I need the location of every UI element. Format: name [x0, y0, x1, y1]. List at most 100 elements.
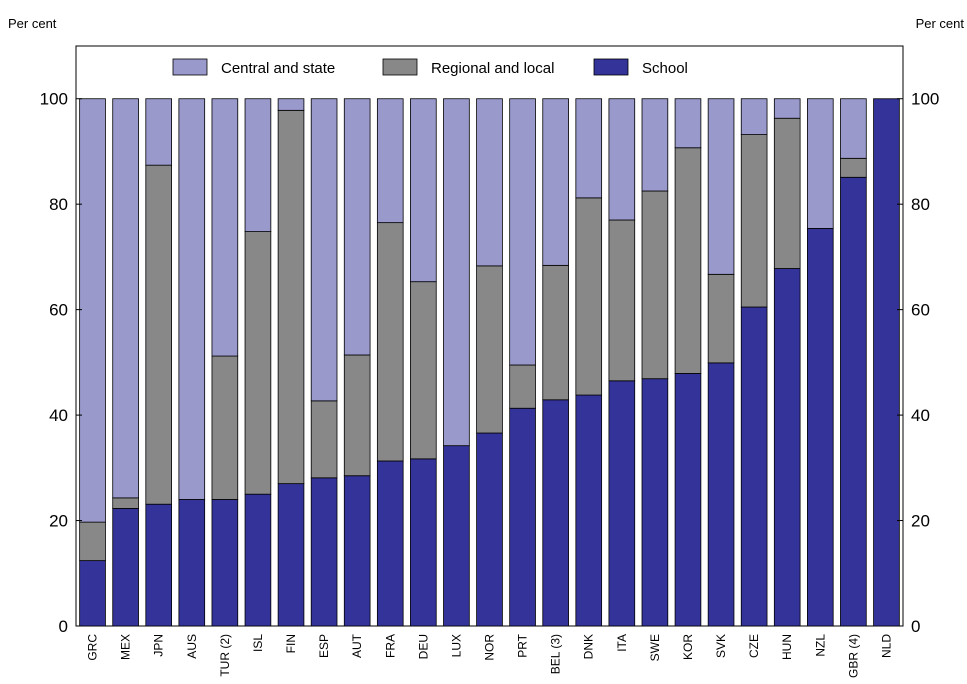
bar-isl-regional-and-local — [244, 231, 272, 495]
bar-hun-central-and-state — [773, 98, 801, 119]
bar-mex-school — [112, 508, 139, 627]
bar-nor-school — [476, 432, 503, 627]
y-tick-label-right: 0 — [911, 617, 920, 636]
bar-fra-central-and-state — [376, 98, 404, 224]
y-tick-label-left: 60 — [49, 301, 68, 320]
x-tick-label-aus: AUS — [185, 634, 199, 659]
bar-tur-2-central-and-state — [211, 98, 239, 357]
bar-fin-school — [277, 483, 305, 627]
bar-aus-school — [178, 499, 206, 627]
x-tick-label-svk: SVK — [714, 634, 728, 658]
bar-deu-central-and-state — [410, 98, 437, 283]
bar-mex-central-and-state — [112, 98, 139, 499]
bar-aut-regional-and-local — [343, 354, 371, 477]
bar-esp-school — [310, 477, 338, 627]
x-tick-label-lux: LUX — [449, 634, 463, 657]
bar-esp-central-and-state — [310, 98, 338, 402]
x-tick-label-swe: SWE — [648, 634, 662, 661]
legend-swatch-regional-and-local — [382, 58, 418, 76]
bar-ita-school — [608, 380, 636, 627]
x-tick-label-gbr-4: GBR (4) — [846, 634, 860, 678]
bar-fin-regional-and-local — [277, 109, 305, 485]
bar-cze-school — [740, 306, 768, 627]
x-tick-label-bel-3: BEL (3) — [549, 634, 563, 674]
bar-mex-regional-and-local — [112, 497, 139, 509]
bar-prt-regional-and-local — [509, 364, 536, 409]
x-tick-label-cze: CZE — [747, 634, 761, 658]
bar-aut-school — [343, 475, 371, 627]
bar-nzl-central-and-state — [807, 98, 834, 229]
bar-gbr-4-school — [840, 176, 867, 627]
bar-nor-regional-and-local — [476, 265, 503, 434]
bar-kor-school — [674, 373, 702, 627]
bar-dnk-school — [575, 394, 603, 627]
bar-tur-2-regional-and-local — [211, 355, 239, 500]
bar-isl-central-and-state — [244, 98, 272, 232]
legend-swatch-central-and-state — [172, 58, 208, 76]
bar-prt-school — [509, 407, 536, 627]
x-tick-label-mex: MEX — [119, 634, 133, 660]
x-tick-label-tur-2: TUR (2) — [218, 634, 232, 677]
x-tick-label-esp: ESP — [317, 634, 331, 658]
legend: Central and state Regional and local Schoo… — [172, 58, 688, 77]
bar-fra-school — [376, 460, 404, 627]
y-tick-label-left: 40 — [49, 406, 68, 425]
y-tick-label-right: 80 — [911, 195, 930, 214]
y-axis-label-left: Per cent — [8, 16, 57, 31]
y-tick-label-right: 100 — [911, 90, 939, 109]
bar-gbr-4-central-and-state — [840, 98, 867, 159]
bar-isl-school — [244, 493, 272, 627]
x-tick-label-prt: PRT — [516, 633, 530, 657]
bar-kor-regional-and-local — [674, 147, 702, 374]
x-tick-label-nld: NLD — [879, 634, 893, 658]
x-axis-labels: GRC MEX JPN AUS TUR (2) ISL FIN ESP AUT FRA DEU LUX… — [86, 633, 894, 678]
x-tick-label-kor: KOR — [681, 634, 695, 660]
bar-dnk-regional-and-local — [575, 197, 603, 396]
bar-fin-central-and-state — [277, 98, 305, 111]
bar-prt-central-and-state — [509, 98, 536, 366]
bar-svk-school — [707, 362, 735, 627]
bar-cze-regional-and-local — [740, 134, 768, 308]
x-tick-label-fin: FIN — [284, 634, 298, 653]
bar-swe-regional-and-local — [641, 190, 669, 380]
x-tick-label-jpn: JPN — [152, 634, 166, 657]
y-tick-label-right: 20 — [911, 512, 930, 531]
legend-swatch-school — [593, 58, 629, 76]
bars — [79, 98, 900, 627]
bar-nzl-school — [807, 228, 834, 627]
x-tick-label-fra: FRA — [383, 634, 397, 658]
bar-aus-central-and-state — [178, 98, 206, 500]
bar-lux-school — [443, 445, 470, 627]
bar-bel-3-school — [542, 399, 569, 627]
bar-svk-regional-and-local — [707, 273, 735, 364]
x-tick-label-aut: AUT — [350, 633, 364, 658]
legend-label-central-and-state: Central and state — [221, 60, 335, 77]
bar-deu-regional-and-local — [410, 281, 437, 460]
bar-bel-3-central-and-state — [542, 98, 569, 266]
x-tick-label-grc: GRC — [86, 634, 100, 661]
bar-esp-regional-and-local — [310, 400, 338, 479]
y-axis-label-right: Per cent — [916, 16, 965, 31]
bar-gbr-4-regional-and-local — [840, 157, 867, 178]
y-tick-label-left: 0 — [59, 617, 68, 636]
x-tick-label-hun: HUN — [780, 634, 794, 660]
bar-kor-central-and-state — [674, 98, 702, 149]
bar-ita-central-and-state — [608, 98, 636, 221]
bar-aut-central-and-state — [343, 98, 371, 356]
bar-dnk-central-and-state — [575, 98, 603, 199]
y-tick-label-left: 80 — [49, 195, 68, 214]
bar-svk-central-and-state — [707, 98, 735, 275]
bar-nld-school — [873, 98, 900, 627]
bar-grc-central-and-state — [79, 98, 106, 523]
bar-tur-2-school — [211, 499, 239, 627]
x-tick-label-nzl: NZL — [813, 634, 827, 657]
bar-swe-school — [641, 378, 669, 627]
y-tick-label-right: 40 — [911, 406, 930, 425]
bar-ita-regional-and-local — [608, 219, 636, 382]
y-axis-ticks: 0 0 20 20 40 40 60 60 80 80 100 100 — [40, 90, 940, 636]
bar-hun-regional-and-local — [773, 117, 801, 269]
bar-grc-school — [79, 560, 106, 627]
bar-lux-central-and-state — [443, 98, 470, 447]
